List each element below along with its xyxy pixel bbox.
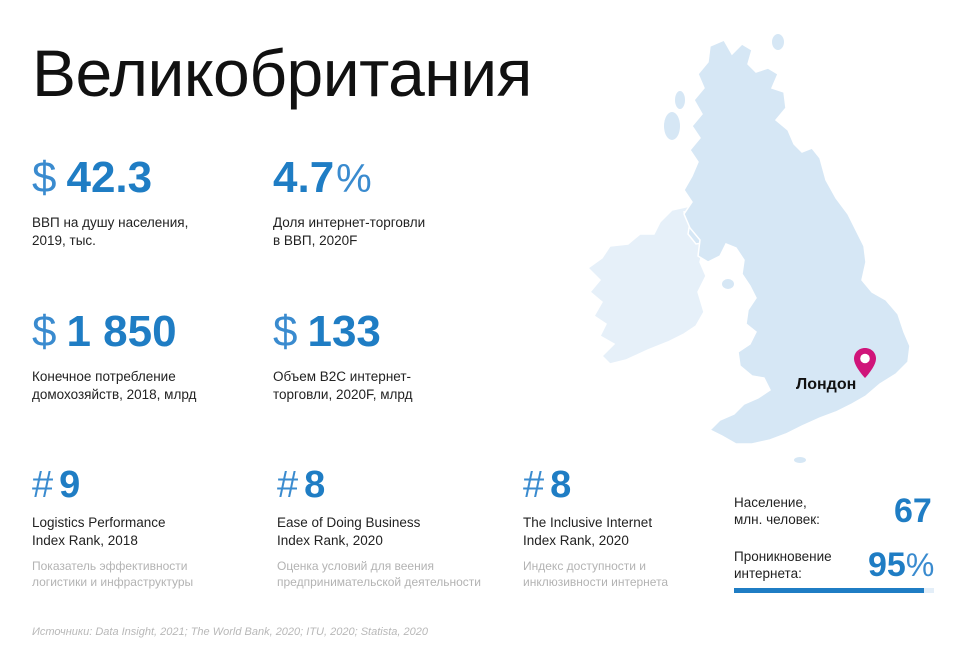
- rank-note: Показатель эффективности логистики и инф…: [32, 559, 194, 589]
- penetration-row: Проникновение интернета:: [734, 548, 832, 582]
- stat-b2c-ecommerce: $ 133 Объем B2C интернет- торговли, 2020…: [273, 310, 412, 404]
- stat-value: 133: [307, 307, 381, 356]
- rank-value: 8: [550, 464, 572, 506]
- city-label: Лондон: [796, 376, 857, 393]
- stat-description: Объем B2C интернет- торговли, 2020F, млр…: [273, 369, 413, 402]
- island-shape: [664, 112, 680, 140]
- stat-value: 42.3: [66, 153, 153, 202]
- uk-map: [586, 34, 911, 463]
- rank-description: The Inclusive Internet Index Rank, 2020: [523, 515, 653, 548]
- island-shape: [722, 279, 734, 289]
- rank-description: Ease of Doing Business Index Rank, 2020: [277, 515, 421, 548]
- rank-value: 8: [304, 464, 326, 506]
- hash-icon: #: [523, 464, 545, 506]
- stat-description: ВВП на душу населения, 2019, тыс.: [32, 215, 189, 248]
- dollar-icon: $: [32, 307, 57, 356]
- dollar-icon: $: [32, 153, 57, 202]
- rank-note: Оценка условий для веения предпринимател…: [277, 559, 481, 589]
- percent-sign: %: [336, 157, 372, 201]
- rank-value: 9: [59, 464, 81, 506]
- stat-value: 1 850: [66, 307, 177, 356]
- rank-logistics: # 9 Logistics Performance Index Rank, 20…: [32, 466, 193, 590]
- location-pin-icon: [854, 348, 876, 378]
- stat-household-consumption: $ 1 850 Конечное потребление домохозяйст…: [32, 310, 196, 404]
- stat-description: Доля интернет-торговли в ВВП, 2020F: [273, 215, 426, 248]
- penetration-value: 95%: [868, 546, 935, 584]
- ireland-shape: [586, 205, 707, 365]
- population-row: Население, млн. человек:: [734, 494, 820, 528]
- rank-inclusive-internet: # 8 The Inclusive Internet Index Rank, 2…: [523, 466, 668, 590]
- stat-value: 4.7: [273, 153, 335, 202]
- island-shape: [772, 34, 784, 50]
- penetration-bar: [734, 588, 934, 593]
- stat-description: Конечное потребление домохозяйств, 2018,…: [32, 369, 197, 402]
- population-value: 67: [894, 492, 932, 530]
- penetration-label: Проникновение интернета:: [734, 549, 832, 581]
- rank-doing-business: # 8 Ease of Doing Business Index Rank, 2…: [277, 466, 481, 590]
- hash-icon: #: [277, 464, 299, 506]
- hash-icon: #: [32, 464, 54, 506]
- rank-description: Logistics Performance Index Rank, 2018: [32, 515, 166, 548]
- dollar-icon: $: [273, 307, 298, 356]
- island-shape: [675, 91, 685, 109]
- island-shape: [794, 457, 806, 463]
- population-label: Население, млн. человек:: [734, 495, 820, 527]
- sources-note: Источники: Data Insight, 2021; The World…: [32, 626, 428, 638]
- penetration-bar-fill: [734, 588, 924, 593]
- rank-note: Индекс доступности и инклюзивности интер…: [523, 559, 669, 589]
- great-britain-shape: [683, 39, 911, 445]
- page-title: Великобритания: [32, 36, 532, 110]
- stat-ecommerce-share: 4.7 % Доля интернет-торговли в ВВП, 2020…: [273, 156, 425, 250]
- stat-gdp-per-capita: $ 42.3 ВВП на душу населения, 2019, тыс.: [32, 156, 188, 250]
